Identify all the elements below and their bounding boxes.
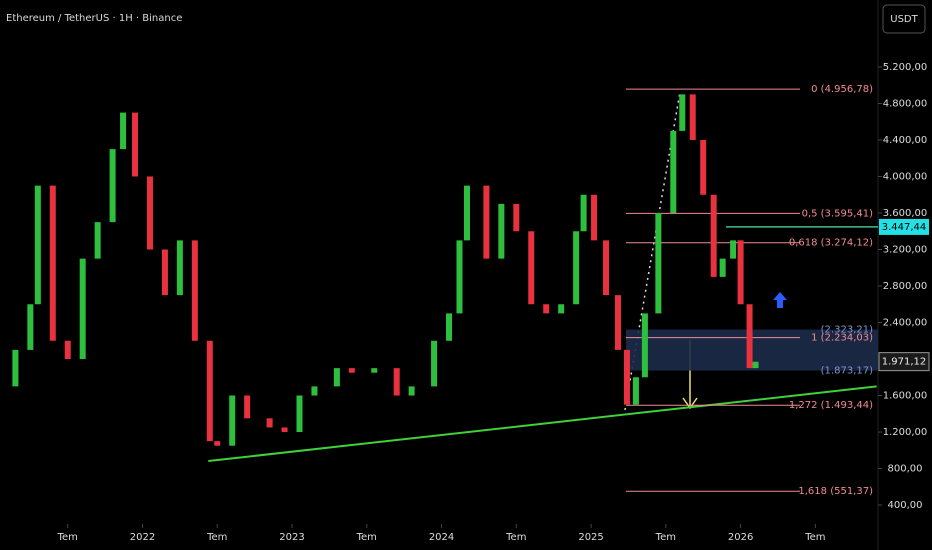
candle-up [558,304,565,314]
fib-label: 1,272 (1.493,44) [789,400,873,411]
candle-up [408,386,415,396]
candle-up [463,185,470,241]
y-tick-label: 4.000,00 [883,171,928,182]
candle-up [670,130,677,214]
y-tick-label: 400,00 [888,500,923,511]
candle-down [700,139,707,195]
candle-up [752,361,759,369]
alert-tag-label: 3.447,44 [882,222,927,233]
fib-label: 0 (4.956,78) [811,84,873,95]
candle-down [161,249,168,296]
candle-up [498,203,505,259]
last-price-label: 1.971,12 [882,357,927,368]
candle-down [266,418,273,428]
candle-up [446,313,453,341]
candle-up [109,149,116,223]
zone-bottom-label: (1.873,17) [821,366,873,377]
candle-down [543,304,550,314]
fib-label: 1,618 (551,37) [798,486,873,497]
candle-up [679,94,686,131]
trendline [208,385,877,463]
y-tick-label: 800,00 [888,464,923,475]
candle-down [623,349,630,405]
fib-label: 1 (2.234,03) [811,333,873,344]
candle-down [746,304,753,369]
candle-down [614,295,621,350]
currency-button-label[interactable]: USDT [890,14,918,25]
y-tick-label: 4.800,00 [883,98,928,109]
y-tick-label: 1.200,00 [883,427,928,438]
candle-up [79,258,86,360]
candle-down [513,203,520,232]
x-tick-label: Tem [356,532,377,543]
x-tick-label: 2026 [728,532,753,543]
last-price-tag [878,352,930,372]
x-tick-label: Tem [655,532,676,543]
candle-up [120,112,127,150]
candle-up [94,222,101,259]
x-tick-label: Tem [206,532,227,543]
candle-up [34,185,41,305]
up-arrow [773,292,787,308]
candle-up [311,386,318,396]
y-tick-label: 2.800,00 [883,281,928,292]
candle-up [296,395,303,433]
candle-down [281,427,288,433]
candle-down [49,185,56,341]
candle-up [333,368,340,387]
y-tick-label: 4.400,00 [883,135,928,146]
candle-up [12,349,19,387]
x-tick-label: 2023 [279,532,304,543]
fib-label: 0,5 (3.595,41) [802,208,874,219]
x-tick-label: 2025 [578,532,603,543]
candle-up [655,213,662,314]
candle-up [431,340,438,387]
candle-down [689,94,696,140]
candle-up [27,304,34,350]
candle-down [214,441,221,446]
candle-down [603,240,610,296]
candle-down [710,194,717,277]
y-tick-label: 2.400,00 [883,318,928,329]
x-tick-label: Tem [57,532,78,543]
y-tick-label: 3.200,00 [883,245,928,256]
candle-down [191,240,198,341]
candle-up [719,258,726,277]
alert-tag [879,218,929,235]
y-tick-label: 3.600,00 [883,208,928,219]
candle-up [730,240,737,259]
y-tick-label: 5.200,00 [883,62,928,73]
candle-down [737,240,744,305]
x-tick-label: 2022 [130,532,155,543]
candle-down [206,340,213,442]
candle-down [132,112,139,177]
y-tick-label: 1.600,00 [883,391,928,402]
candle-down [393,368,400,396]
candle-up [229,395,236,446]
x-tick-label: Tem [505,532,526,543]
chart-title: Ethereum / TetherUS · 1H · Binance [6,13,182,24]
fib-label: 0,618 (3.274,12) [789,238,873,249]
candle-up [176,240,183,296]
candle-up [573,231,580,305]
currency-button[interactable] [882,4,926,34]
candle-up [371,368,378,373]
candle-up [456,240,463,314]
candle-up [632,377,639,405]
candle-down [244,395,251,419]
candle-up [641,313,648,378]
candle-down [348,368,355,373]
x-tick-label: Tem [804,532,825,543]
candle-down [528,231,535,305]
candle-up [580,194,587,232]
candle-down [146,176,153,250]
x-tick-label: 2024 [429,532,454,543]
zone-top-label: (2.323,21) [821,325,873,336]
candle-down [483,185,490,259]
candle-down [591,194,598,241]
candle-down [64,340,71,360]
